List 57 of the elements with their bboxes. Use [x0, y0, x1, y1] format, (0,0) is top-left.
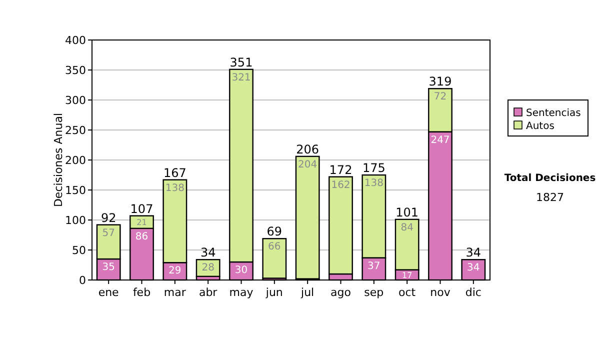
x-tick-label: jun — [264, 286, 283, 299]
y-tick-label: 100 — [65, 214, 86, 227]
x-tick-label: feb — [132, 286, 151, 299]
x-tick-label: dic — [465, 286, 482, 299]
x-tick-label: jul — [300, 286, 314, 299]
data-label: 34 — [467, 262, 480, 274]
y-tick-label: 150 — [65, 184, 86, 197]
y-tick-label: 50 — [72, 244, 86, 257]
data-label: 204 — [298, 159, 318, 170]
x-tick-label: abr — [198, 286, 218, 299]
data-label: 17 — [402, 270, 412, 280]
data-label: 29 — [168, 266, 182, 277]
x-tick-label: nov — [430, 286, 451, 299]
total-label: 172 — [329, 162, 352, 177]
data-label: 30 — [234, 265, 248, 276]
data-label: 37 — [368, 260, 380, 272]
total-label: 34 — [466, 246, 482, 260]
x-tick-label: ene — [98, 286, 120, 299]
data-label: 162 — [331, 180, 350, 191]
total-label: 206 — [296, 142, 320, 156]
data-label: 35 — [102, 262, 115, 273]
y-tick-label: 300 — [65, 94, 86, 107]
y-tick-label: 0 — [79, 274, 86, 287]
total-label: 69 — [266, 224, 282, 239]
x-tick-label: may — [229, 286, 254, 299]
data-label: 84 — [400, 222, 414, 234]
data-label: 247 — [430, 134, 450, 146]
x-tick-label: ago — [330, 286, 352, 299]
legend-label: Autos — [526, 121, 554, 132]
x-tick-label: sep — [364, 286, 384, 299]
total-label: 175 — [362, 161, 386, 175]
total-label: 107 — [130, 202, 154, 216]
y-tick-label: 250 — [65, 124, 86, 137]
data-label: 72 — [434, 92, 447, 103]
text: Total Decisiones — [504, 173, 596, 184]
data-label: 321 — [232, 72, 251, 84]
legend-label: Sentencias — [526, 108, 581, 119]
data-label: 138 — [364, 178, 384, 189]
total-label: 319 — [428, 74, 452, 89]
data-label: 86 — [135, 231, 148, 242]
total-label: 167 — [163, 166, 186, 180]
y-axis-title: Decisiones Anual — [52, 112, 65, 208]
total-label: 351 — [230, 55, 253, 70]
y-tick-label: 400 — [65, 34, 86, 47]
total-label: 34 — [200, 246, 216, 260]
data-label: 21 — [136, 218, 147, 228]
text: 1827 — [536, 191, 564, 204]
data-label: 57 — [102, 228, 115, 239]
data-label: 28 — [202, 262, 214, 274]
y-tick-label: 200 — [65, 154, 86, 167]
data-label: 138 — [165, 182, 184, 194]
total-label: 101 — [396, 205, 419, 220]
x-tick-label: oct — [398, 286, 416, 299]
data-label: 66 — [268, 242, 281, 253]
total-label: 92 — [100, 210, 116, 225]
x-tick-label: mar — [164, 286, 186, 299]
y-tick-label: 350 — [65, 64, 86, 77]
